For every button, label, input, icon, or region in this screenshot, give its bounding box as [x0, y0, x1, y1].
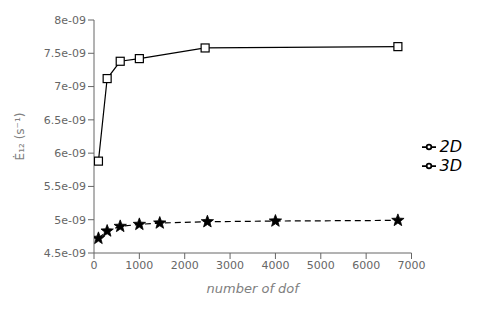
svg-text:0: 0: [91, 259, 98, 272]
svg-text:6000: 6000: [352, 259, 380, 272]
svg-text:1000: 1000: [125, 259, 153, 272]
svg-text:number of dof: number of dof: [207, 281, 302, 296]
svg-text:4000: 4000: [261, 259, 289, 272]
svg-text:7.5e-09: 7.5e-09: [44, 47, 86, 60]
svg-text:6e-09: 6e-09: [54, 147, 86, 160]
svg-text:3000: 3000: [216, 259, 244, 272]
svg-text:5000: 5000: [307, 259, 335, 272]
svg-text:8e-09: 8e-09: [54, 14, 86, 27]
html-text:2D: 2D: [439, 136, 462, 156]
svg-text:5.5e-09: 5.5e-09: [44, 180, 86, 193]
html-text:3D: 3D: [439, 155, 462, 175]
svg-text:7000: 7000: [398, 259, 426, 272]
svg-text:2000: 2000: [171, 259, 199, 272]
svg-text:7e-09: 7e-09: [54, 80, 86, 93]
svg-text:6.5e-09: 6.5e-09: [44, 114, 86, 127]
svg-text:4.5e-09: 4.5e-09: [44, 247, 86, 260]
svg-text:Ė₁₂ (s⁻¹): Ė₁₂ (s⁻¹): [12, 113, 27, 161]
svg-text:5e-09: 5e-09: [54, 214, 86, 227]
